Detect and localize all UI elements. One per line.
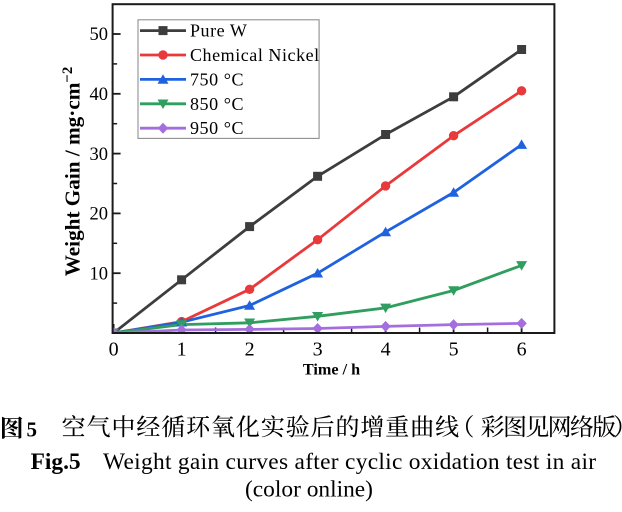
svg-text:1: 1 bbox=[177, 339, 187, 361]
svg-text:Chemical Nickel: Chemical Nickel bbox=[190, 45, 320, 65]
svg-text:850 °C: 850 °C bbox=[190, 94, 244, 114]
svg-text:(color online): (color online) bbox=[245, 477, 373, 503]
svg-text:Pure W: Pure W bbox=[190, 21, 247, 41]
svg-text:5: 5 bbox=[27, 418, 38, 442]
svg-text:2: 2 bbox=[245, 339, 255, 361]
svg-text:20: 20 bbox=[90, 205, 109, 225]
svg-text:30: 30 bbox=[90, 145, 109, 165]
svg-text:5: 5 bbox=[449, 339, 459, 361]
svg-text:50: 50 bbox=[90, 25, 109, 45]
svg-text:750 °C: 750 °C bbox=[190, 69, 244, 89]
svg-text:10: 10 bbox=[90, 264, 109, 284]
svg-text:Weight gain curves after cycli: Weight gain curves after cyclic oxidatio… bbox=[103, 449, 596, 475]
svg-text:Weight Gain / mg·cm−2: Weight Gain / mg·cm−2 bbox=[60, 67, 84, 276]
svg-text:Fig.5: Fig.5 bbox=[31, 449, 81, 475]
svg-text:4: 4 bbox=[381, 339, 391, 361]
svg-text:950 °C: 950 °C bbox=[190, 118, 244, 138]
svg-text:40: 40 bbox=[90, 85, 109, 105]
svg-text:6: 6 bbox=[517, 339, 527, 361]
svg-text:0: 0 bbox=[109, 339, 119, 361]
svg-text:3: 3 bbox=[313, 339, 323, 361]
svg-text:Time / h: Time / h bbox=[303, 361, 360, 379]
